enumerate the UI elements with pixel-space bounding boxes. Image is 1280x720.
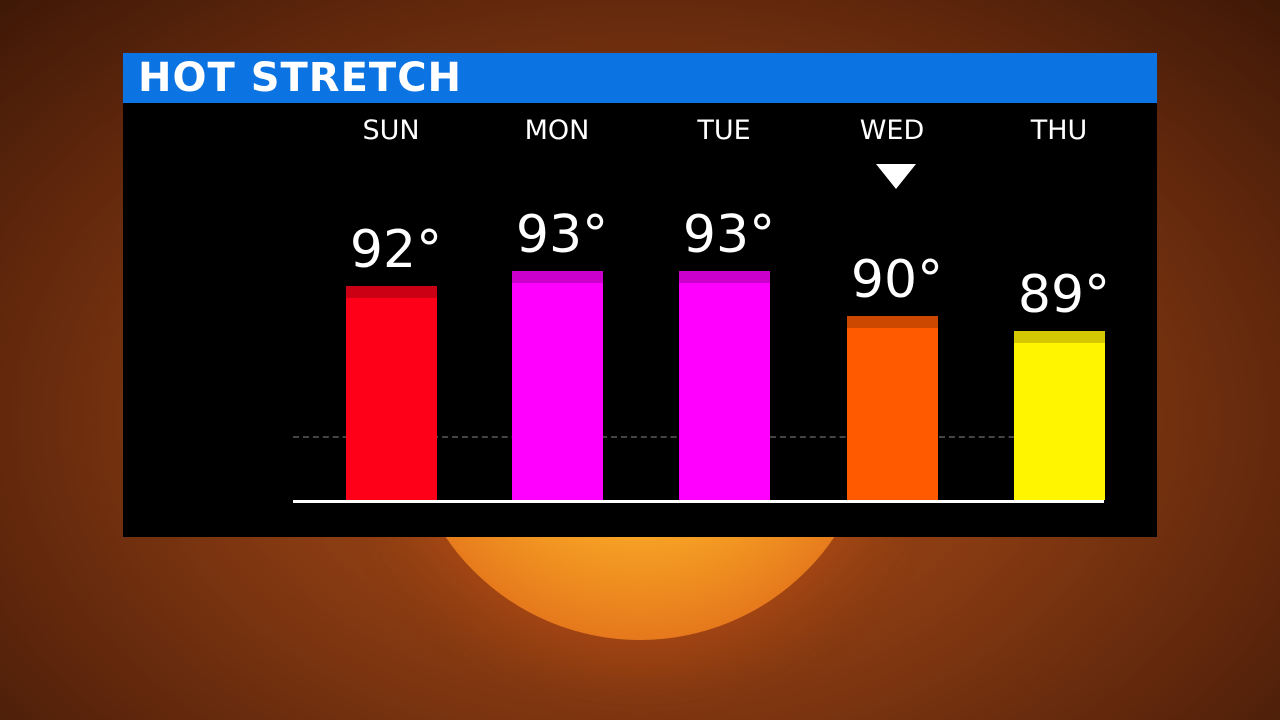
bar-cap	[346, 286, 437, 298]
day-label-mon: MON	[524, 115, 590, 146]
chart-title: HOT STRETCH	[138, 55, 463, 101]
bar-thu	[1014, 331, 1105, 500]
bar-wed	[847, 316, 938, 500]
value-label-mon: 93°	[515, 205, 609, 265]
day-label-tue: TUE	[697, 115, 751, 146]
value-label-tue: 93°	[682, 205, 776, 265]
day-label-thu: THU	[1030, 115, 1088, 146]
bar-cap	[679, 271, 770, 283]
bar-cap	[847, 316, 938, 328]
chart-panel: HOT STRETCH SUN 92° MON 93° TUE 93° WED 90° THU 8…	[123, 53, 1157, 537]
bar-cap	[512, 271, 603, 283]
current-day-marker-icon	[876, 164, 916, 189]
title-bar: HOT STRETCH	[123, 53, 1157, 103]
value-label-thu: 89°	[1017, 265, 1111, 325]
day-label-wed: WED	[859, 115, 925, 146]
baseline-axis	[293, 500, 1104, 503]
bar-sun	[346, 286, 437, 500]
value-label-sun: 92°	[349, 220, 443, 280]
bar-mon	[512, 271, 603, 500]
bar-cap	[1014, 331, 1105, 343]
value-label-wed: 90°	[850, 250, 944, 310]
day-label-sun: SUN	[362, 115, 420, 146]
bar-tue	[679, 271, 770, 500]
